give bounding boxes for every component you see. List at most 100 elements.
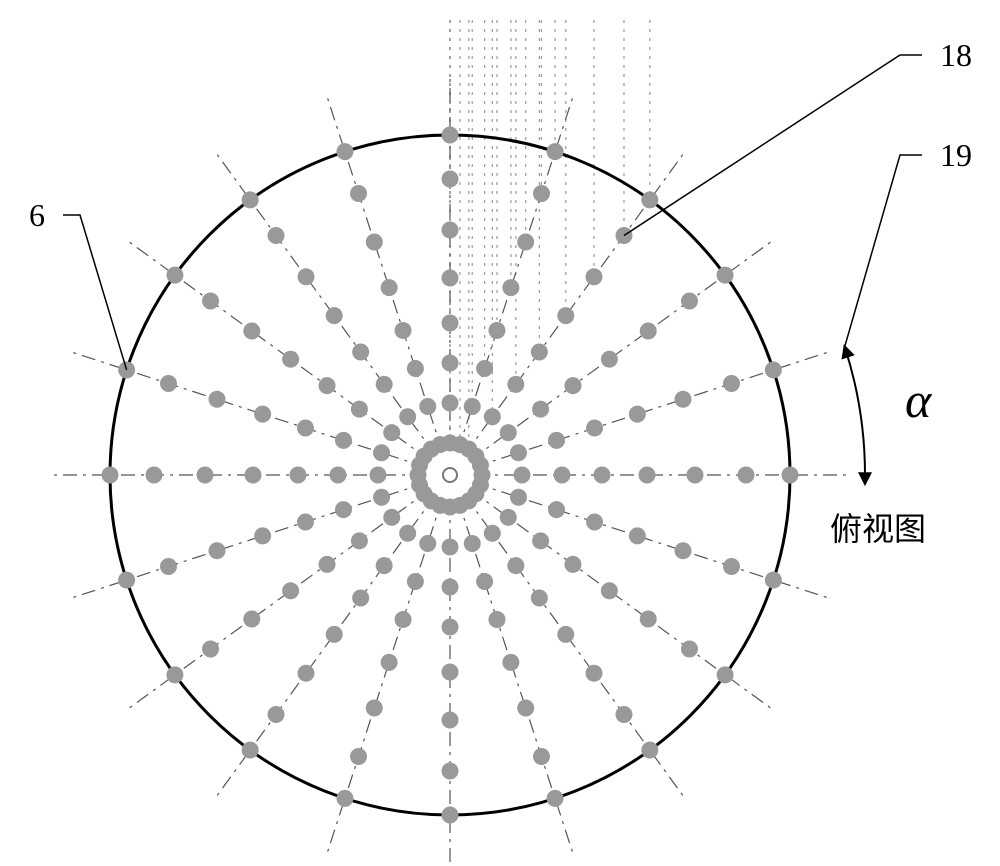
dot-marker xyxy=(407,573,424,590)
dot-marker xyxy=(381,654,398,671)
angle-symbol-alpha: α xyxy=(905,372,933,428)
dot-marker xyxy=(383,424,400,441)
dot-marker xyxy=(675,542,692,559)
dot-marker xyxy=(723,375,740,392)
dot-marker xyxy=(442,763,459,780)
dot-marker xyxy=(675,391,692,408)
dot-marker xyxy=(399,525,416,542)
dot-marker xyxy=(376,376,393,393)
dot-marker xyxy=(350,185,367,202)
dot-marker xyxy=(488,322,505,339)
dot-marker xyxy=(243,322,260,339)
dot-marker xyxy=(326,626,343,643)
dot-marker xyxy=(268,706,285,723)
dot-marker xyxy=(166,267,183,284)
dot-marker xyxy=(629,527,646,544)
dot-marker xyxy=(533,748,550,765)
dot-marker xyxy=(641,191,658,208)
dot-marker xyxy=(717,666,734,683)
dot-marker xyxy=(268,227,285,244)
dot-marker xyxy=(765,361,782,378)
dot-marker xyxy=(586,513,603,530)
dot-marker xyxy=(146,467,163,484)
callout-leader xyxy=(845,155,922,347)
dot-marker xyxy=(381,279,398,296)
dot-marker xyxy=(765,572,782,589)
dot-marker xyxy=(601,582,618,599)
dot-marker xyxy=(532,532,549,549)
dot-marker xyxy=(533,185,550,202)
dot-marker xyxy=(640,322,657,339)
dot-marker xyxy=(245,467,262,484)
dot-marker xyxy=(366,700,383,717)
dot-marker xyxy=(510,444,527,461)
dot-marker xyxy=(442,619,459,636)
dot-marker xyxy=(548,501,565,518)
dot-marker xyxy=(351,532,368,549)
dot-marker xyxy=(399,408,416,425)
dot-marker xyxy=(407,360,424,377)
dot-marker xyxy=(208,391,225,408)
dot-marker xyxy=(641,742,658,759)
dot-marker xyxy=(557,626,574,643)
dot-marker xyxy=(564,377,581,394)
dot-marker xyxy=(242,742,259,759)
dot-marker xyxy=(383,509,400,526)
dot-marker xyxy=(532,401,549,418)
dot-marker xyxy=(395,322,412,339)
dot-marker xyxy=(531,589,548,606)
dot-marker xyxy=(160,558,177,575)
dot-marker xyxy=(102,467,119,484)
dot-marker xyxy=(507,557,524,574)
dot-marker xyxy=(376,557,393,574)
dot-marker xyxy=(373,444,390,461)
dot-marker xyxy=(290,467,307,484)
dot-marker xyxy=(254,527,271,544)
radial-diagram: 61819 俯视图 α xyxy=(0,0,1000,866)
dot-marker xyxy=(738,467,755,484)
dot-marker xyxy=(594,467,611,484)
dot-marker xyxy=(118,572,135,589)
dot-marker xyxy=(514,467,531,484)
dot-marker xyxy=(464,398,481,415)
dot-marker xyxy=(717,267,734,284)
dot-marker xyxy=(502,279,519,296)
dot-marker xyxy=(335,501,352,518)
dot-marker xyxy=(442,171,459,188)
dot-marker xyxy=(472,476,489,493)
dot-marker xyxy=(319,377,336,394)
dot-marker xyxy=(517,233,534,250)
center-dot xyxy=(443,468,457,482)
dot-marker xyxy=(297,665,314,682)
dot-marker xyxy=(160,375,177,392)
view-title: 俯视图 xyxy=(830,511,926,547)
dot-marker xyxy=(629,406,646,423)
dot-marker xyxy=(352,589,369,606)
dot-marker xyxy=(517,700,534,717)
dot-marker xyxy=(242,191,259,208)
dot-marker xyxy=(419,398,436,415)
dot-marker xyxy=(464,535,481,552)
dot-marker xyxy=(601,351,618,368)
angle-arc xyxy=(845,347,865,475)
dot-marker xyxy=(282,351,299,368)
dot-marker xyxy=(335,432,352,449)
callout-label-6: 6 xyxy=(29,197,45,233)
dot-marker xyxy=(202,640,219,657)
dot-marker xyxy=(351,401,368,418)
dot-marker xyxy=(476,573,493,590)
dot-marker xyxy=(297,513,314,530)
dot-marker xyxy=(639,467,656,484)
dot-marker xyxy=(208,542,225,559)
dot-marker xyxy=(531,344,548,361)
dot-marker xyxy=(681,293,698,310)
dot-marker xyxy=(510,489,527,506)
dot-marker xyxy=(442,270,459,287)
dot-marker xyxy=(615,706,632,723)
dot-marker xyxy=(554,467,571,484)
dot-marker xyxy=(687,467,704,484)
dot-marker xyxy=(336,790,353,807)
dot-marker xyxy=(502,654,519,671)
dot-marker xyxy=(476,360,493,377)
dot-marker xyxy=(282,582,299,599)
